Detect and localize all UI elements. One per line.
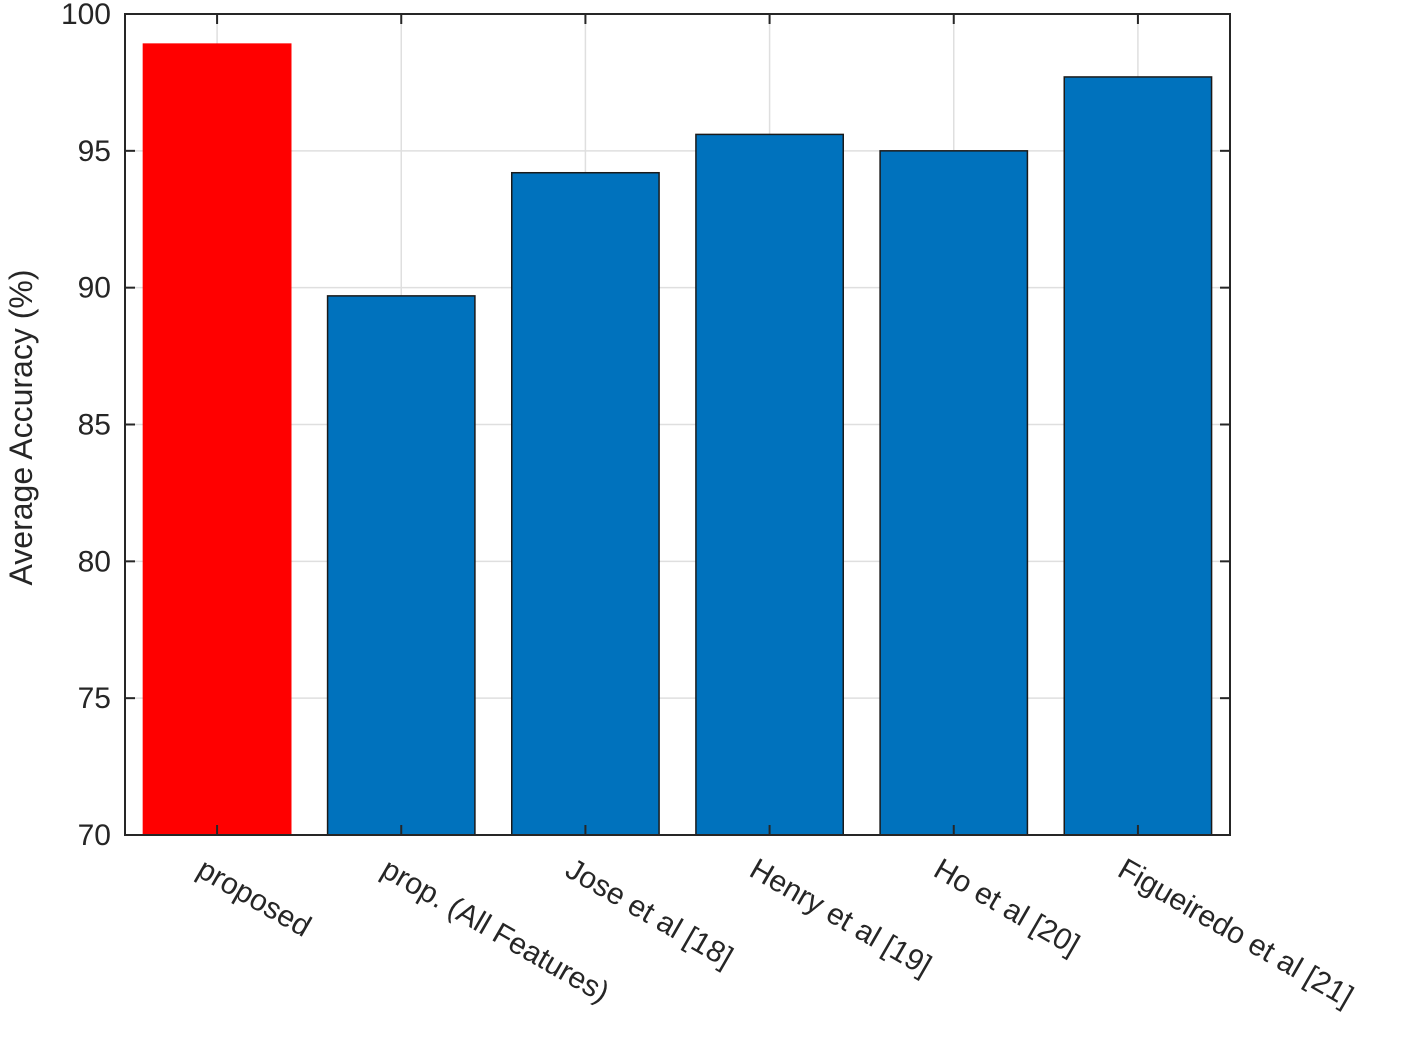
x-tick-label: Jose et al [18] xyxy=(560,852,738,974)
x-tick-label: proposed xyxy=(192,852,317,943)
y-tick-label: 85 xyxy=(78,409,111,442)
bar-0 xyxy=(142,43,292,836)
bar-1 xyxy=(326,295,476,836)
y-tick-label: 75 xyxy=(78,682,111,715)
x-tick-label: Ho et al [20] xyxy=(928,852,1085,961)
bar-4 xyxy=(879,150,1029,836)
bar-2 xyxy=(511,171,660,836)
y-tick-label: 100 xyxy=(61,0,111,31)
bar-5 xyxy=(1063,76,1213,836)
y-axis-label: Average Accuracy (%) xyxy=(3,270,39,586)
x-tick-label: Henry et al [19] xyxy=(744,852,937,982)
y-tick-label: 80 xyxy=(78,545,111,578)
bars xyxy=(142,43,1213,836)
y-tick-label: 95 xyxy=(78,135,111,168)
bar-3 xyxy=(695,133,845,836)
y-tick-label: 90 xyxy=(78,272,111,305)
y-tick-label: 70 xyxy=(78,819,111,852)
x-tick-label: Figueiredo et al [21] xyxy=(1112,852,1358,1013)
